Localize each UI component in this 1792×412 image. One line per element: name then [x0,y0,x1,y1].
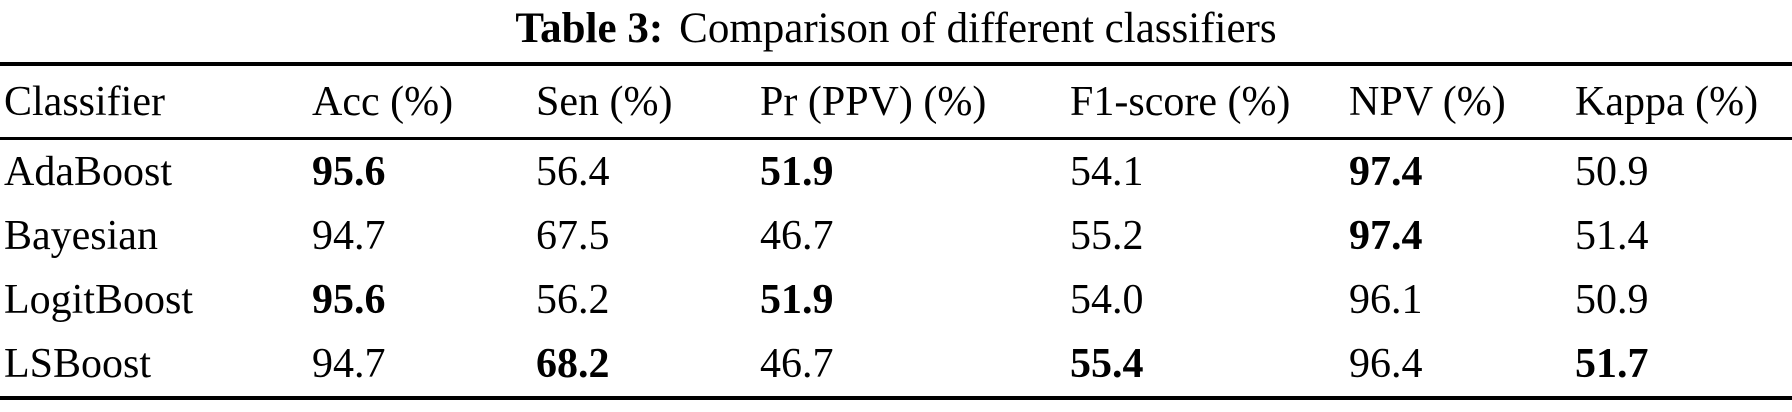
cell-ppv: 51.9 [760,149,834,195]
cell-npv: 97.4 [1349,149,1423,195]
cell-sen: 56.2 [536,277,610,323]
cell-acc: 94.7 [312,341,386,387]
cell-f1: 54.0 [1070,277,1144,323]
cell-ppv: 51.9 [760,277,834,323]
cell-acc: 95.6 [312,149,386,195]
classifier-comparison-table: Classifier Acc (%) Sen (%) Pr (PPV) (%) … [0,62,1792,400]
cell-sen: 67.5 [536,213,610,259]
cell-npv: 96.1 [1349,277,1423,323]
cell-kappa: 51.4 [1575,213,1649,259]
cell-npv: 97.4 [1349,213,1423,259]
column-header-ppv: Pr (PPV) (%) [760,64,1070,140]
cell-acc: 95.6 [312,277,386,323]
cell-classifier: LogitBoost [4,277,194,323]
cell-classifier: LSBoost [4,341,152,387]
table-row: AdaBoost 95.6 56.4 51.9 54.1 97.4 50.9 [0,139,1792,205]
cell-classifier: Bayesian [4,213,158,259]
cell-sen: 68.2 [536,341,610,387]
cell-sen: 56.4 [536,149,610,195]
column-header-classifier: Classifier [0,64,312,140]
column-header-f1: F1-score (%) [1070,64,1349,140]
cell-kappa: 50.9 [1575,277,1649,323]
table-caption-label: Table 3: [515,5,664,52]
cell-f1: 54.1 [1070,149,1144,195]
column-header-acc: Acc (%) [312,64,536,140]
cell-acc: 94.7 [312,213,386,259]
column-header-sen: Sen (%) [536,64,760,140]
cell-npv: 96.4 [1349,341,1423,387]
column-header-kappa: Kappa (%) [1575,64,1792,140]
column-header-npv: NPV (%) [1349,64,1575,140]
table-row: LogitBoost 95.6 56.2 51.9 54.0 96.1 50.9 [0,268,1792,332]
table-caption-text: Comparison of different classifiers [679,5,1277,52]
table-caption: Table 3: Comparison of different classifi… [0,0,1792,62]
cell-kappa: 51.7 [1575,341,1649,387]
header-row: Classifier Acc (%) Sen (%) Pr (PPV) (%) … [0,64,1792,140]
cell-ppv: 46.7 [760,341,834,387]
cell-f1: 55.2 [1070,213,1144,259]
table-row: Bayesian 94.7 67.5 46.7 55.2 97.4 51.4 [0,204,1792,268]
cell-classifier: AdaBoost [4,149,172,195]
table-row: LSBoost 94.7 68.2 46.7 55.4 96.4 51.7 [0,332,1792,398]
cell-ppv: 46.7 [760,213,834,259]
cell-kappa: 50.9 [1575,149,1649,195]
cell-f1: 55.4 [1070,341,1144,387]
